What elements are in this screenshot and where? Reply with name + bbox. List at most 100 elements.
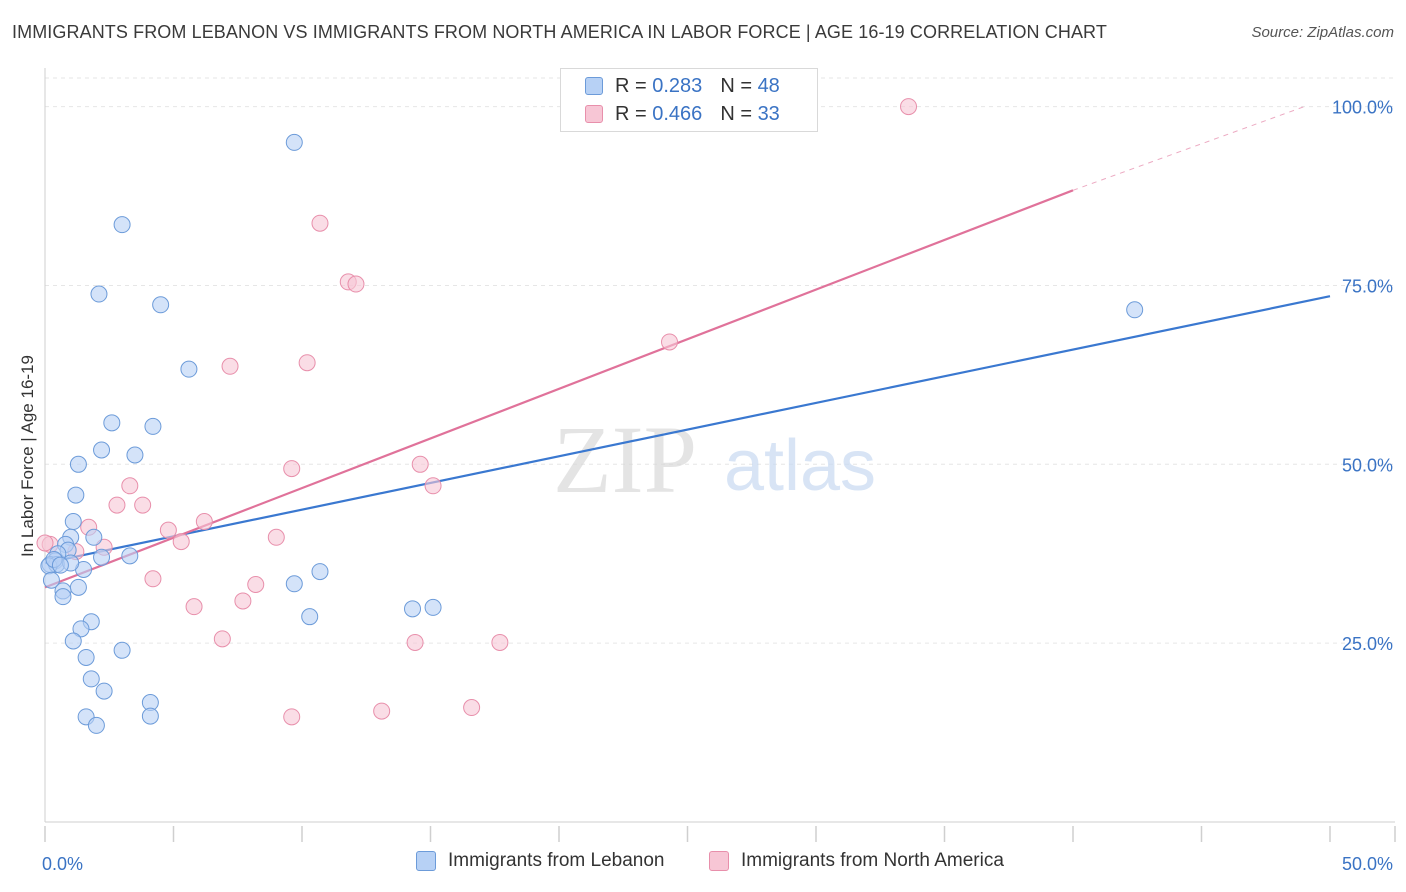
point-lebanon: [54, 588, 72, 606]
point-lebanon: [424, 598, 442, 616]
point-north-america: [121, 477, 139, 495]
point-lebanon: [113, 641, 131, 659]
point-lebanon: [93, 548, 111, 566]
point-lebanon: [87, 716, 105, 734]
chart-title: IMMIGRANTS FROM LEBANON VS IMMIGRANTS FR…: [12, 22, 1107, 42]
point-lebanon: [301, 608, 319, 626]
r-label: R =: [615, 74, 647, 97]
point-lebanon: [103, 414, 121, 432]
legend-row-north-america: R = 0.466 N = 33: [585, 100, 780, 128]
point-north-america: [247, 575, 265, 593]
point-north-america: [311, 214, 329, 232]
point-north-america: [185, 598, 203, 616]
x-tick-label: 50.0%: [1342, 854, 1393, 874]
point-lebanon: [64, 513, 82, 531]
point-north-america: [900, 98, 918, 116]
point-lebanon: [93, 441, 111, 459]
legend-label: Immigrants from North America: [741, 850, 1004, 871]
y-axis-title: In Labor Force | Age 16-19: [18, 355, 37, 557]
point-lebanon: [311, 563, 329, 581]
y-tick-label: 100.0%: [1332, 98, 1393, 118]
point-north-america: [36, 534, 54, 552]
grid-layer: [45, 77, 1395, 644]
y-tick-label: 25.0%: [1342, 634, 1393, 654]
legend-row-lebanon: R = 0.283 N = 48: [585, 72, 780, 100]
point-lebanon: [285, 133, 303, 151]
watermark-zip: ZIP: [553, 406, 697, 513]
pink-swatch: [585, 105, 603, 123]
point-north-america: [108, 496, 126, 514]
point-north-america: [411, 455, 429, 473]
point-north-america: [298, 354, 316, 372]
point-lebanon: [113, 216, 131, 234]
point-north-america: [267, 528, 285, 546]
point-north-america: [347, 275, 365, 293]
pink-swatch: [709, 851, 729, 871]
point-lebanon: [64, 632, 82, 650]
point-north-america: [661, 333, 679, 351]
r-label: R =: [615, 102, 647, 125]
point-north-america: [195, 513, 213, 531]
point-north-america: [159, 521, 177, 539]
point-lebanon: [285, 575, 303, 593]
legend-item-lebanon: Immigrants from Lebanon: [416, 850, 665, 872]
legend-label: Immigrants from Lebanon: [448, 850, 665, 871]
point-lebanon: [144, 417, 162, 435]
tick-labels: 25.0% 50.0% 75.0% 100.0% 0.0% 50.0%: [42, 98, 1393, 874]
point-north-america: [406, 633, 424, 651]
point-lebanon: [69, 578, 87, 596]
point-lebanon: [90, 285, 108, 303]
trend-line-north-america: [44, 189, 1074, 589]
legend-item-north-america: Immigrants from North America: [709, 850, 1004, 872]
r-value: 0.466: [652, 102, 703, 125]
point-lebanon: [72, 620, 90, 638]
point-north-america: [221, 357, 239, 375]
y-tick-label: 50.0%: [1342, 455, 1393, 475]
point-lebanon: [85, 528, 103, 546]
x-tick-label: 0.0%: [42, 854, 83, 874]
point-north-america: [373, 702, 391, 720]
watermark-atlas: atlas: [724, 426, 876, 506]
point-north-america: [283, 708, 301, 726]
point-lebanon: [82, 670, 100, 688]
point-lebanon: [404, 600, 422, 618]
point-north-america: [144, 570, 162, 588]
correlation-legend: R = 0.283 N = 48 R = 0.466 N = 33: [560, 68, 818, 132]
point-lebanon: [121, 547, 139, 565]
n-value: 48: [757, 74, 780, 97]
n-label: N =: [720, 102, 752, 125]
point-lebanon: [42, 571, 60, 589]
point-north-america: [134, 496, 152, 514]
point-lebanon: [77, 648, 95, 666]
point-north-america: [213, 630, 231, 648]
point-lebanon: [141, 707, 159, 725]
trend-layer: [44, 106, 1331, 589]
point-north-america: [234, 592, 252, 610]
watermark: ZIP atlas: [553, 406, 876, 513]
trend-extension-north-america: [1072, 106, 1305, 191]
point-north-america: [424, 477, 442, 495]
point-north-america: [463, 699, 481, 717]
blue-swatch: [585, 77, 603, 95]
point-north-america: [172, 533, 190, 551]
point-lebanon: [126, 446, 144, 464]
point-lebanon: [67, 486, 85, 504]
point-lebanon: [152, 296, 170, 314]
point-lebanon: [95, 682, 113, 700]
y-tick-label: 75.0%: [1342, 276, 1393, 296]
n-label: N =: [720, 74, 752, 97]
point-lebanon: [180, 360, 198, 378]
point-lebanon: [1126, 301, 1144, 319]
point-lebanon: [51, 556, 69, 574]
series-legend: Immigrants from Lebanon Immigrants from …: [0, 850, 1406, 880]
point-north-america: [283, 460, 301, 478]
point-north-america: [491, 633, 509, 651]
point-lebanon: [69, 455, 87, 473]
trend-line-lebanon: [44, 295, 1331, 565]
axes-layer: [44, 68, 1396, 842]
blue-swatch: [416, 851, 436, 871]
n-value: 33: [757, 102, 780, 125]
r-value: 0.283: [652, 74, 703, 97]
source-note: Source: ZipAtlas.com: [1251, 24, 1394, 41]
